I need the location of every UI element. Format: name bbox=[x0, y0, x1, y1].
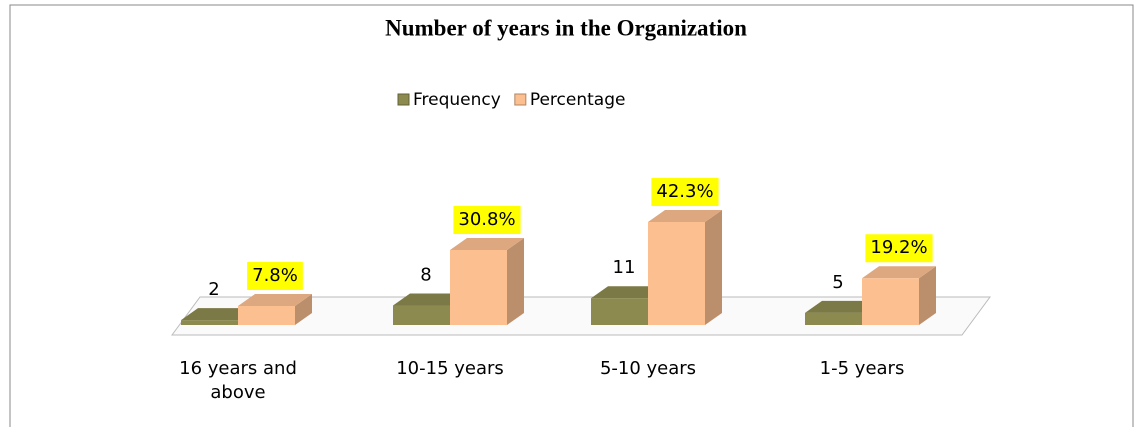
value-label: 11 bbox=[613, 257, 636, 278]
bar bbox=[450, 250, 507, 325]
bar bbox=[591, 298, 648, 325]
bar bbox=[181, 320, 238, 325]
bar-top bbox=[450, 238, 524, 251]
value-label: 42.3% bbox=[656, 181, 713, 202]
bar-side bbox=[919, 266, 936, 325]
bar bbox=[238, 306, 295, 325]
bar-side bbox=[507, 238, 524, 325]
frame bbox=[9, 4, 1134, 427]
legend-label: Percentage bbox=[530, 90, 626, 110]
bar-top bbox=[393, 293, 467, 306]
value-label: 19.2% bbox=[870, 237, 927, 258]
value-label: 30.8% bbox=[458, 209, 515, 230]
bar bbox=[393, 305, 450, 325]
legend-label: Frequency bbox=[413, 90, 501, 110]
bar bbox=[805, 312, 862, 325]
bar bbox=[648, 222, 705, 325]
value-label-bg bbox=[453, 206, 521, 235]
value-label: 2 bbox=[208, 279, 219, 300]
bar-top bbox=[238, 294, 312, 307]
value-label: 5 bbox=[832, 272, 843, 293]
bar-top bbox=[862, 266, 936, 279]
bar-top bbox=[648, 210, 722, 222]
x-tick-label: 1-5 years bbox=[819, 358, 905, 379]
value-label-bg bbox=[651, 178, 719, 206]
value-label-bg bbox=[865, 234, 933, 263]
bar-top bbox=[591, 286, 665, 299]
x-tick-label: 10-15 years bbox=[396, 358, 504, 379]
bar-top bbox=[805, 300, 879, 313]
value-label: 8 bbox=[420, 265, 431, 286]
bar-side bbox=[705, 210, 722, 325]
value-label: 7.8% bbox=[252, 265, 298, 286]
bar-side bbox=[295, 294, 312, 325]
legend-swatch bbox=[514, 93, 527, 106]
x-tick-label: 5-10 years bbox=[599, 358, 697, 379]
bar bbox=[862, 278, 919, 325]
legend-swatch bbox=[397, 93, 410, 106]
bar-top bbox=[181, 308, 255, 321]
floor bbox=[171, 296, 991, 336]
value-label-bg bbox=[247, 262, 303, 291]
x-tick-label: 16 years and above bbox=[179, 358, 297, 403]
chart-title: Number of years in the Organization bbox=[385, 15, 747, 40]
